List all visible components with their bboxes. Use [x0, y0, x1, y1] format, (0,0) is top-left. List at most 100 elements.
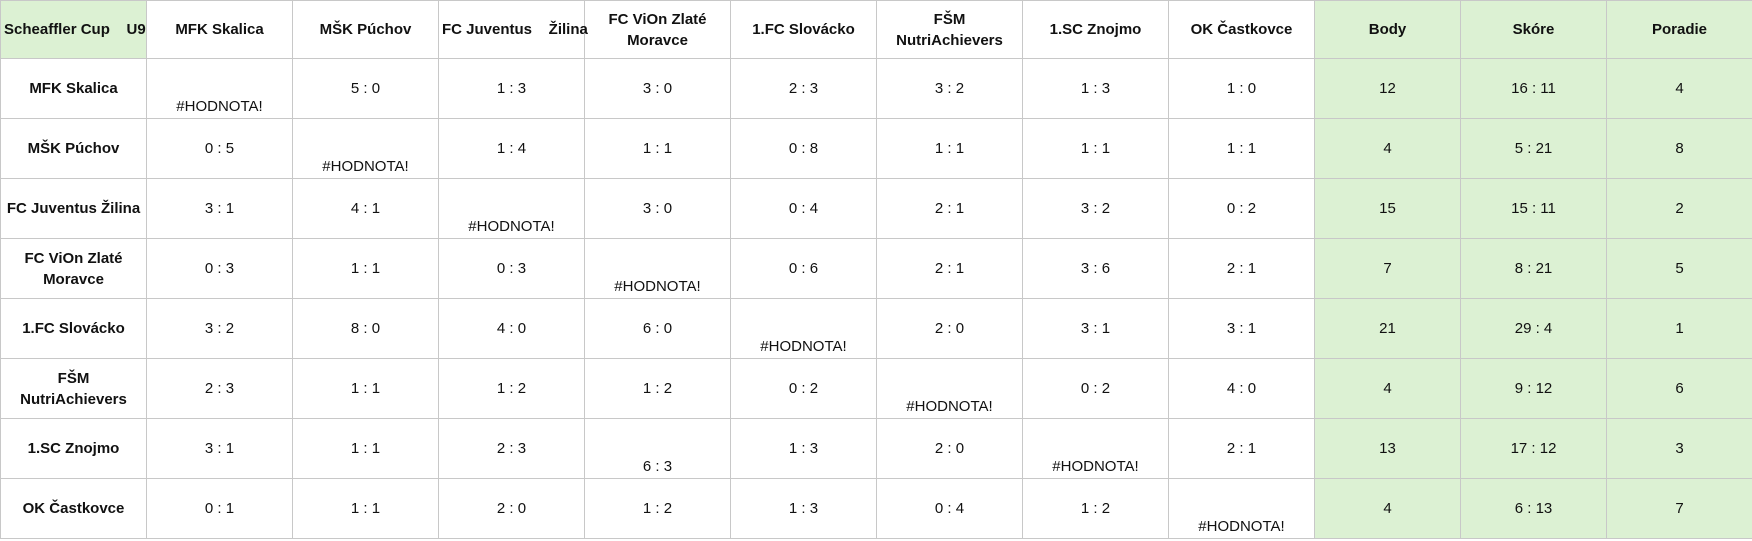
cell: 0 : 4	[876, 478, 1023, 539]
cell: #HODNOTA!	[438, 178, 585, 239]
cell: 0 : 3	[438, 238, 585, 299]
cell: 1 : 1	[876, 118, 1023, 179]
cell: 5	[1606, 238, 1752, 299]
team-name: MŠK Púchov	[0, 118, 147, 179]
cell: 3 : 0	[584, 58, 731, 119]
cell: #HODNOTA!	[876, 358, 1023, 419]
cell: 2 : 0	[876, 298, 1023, 359]
cell: 1 : 3	[438, 58, 585, 119]
cell: 8 : 21	[1460, 238, 1607, 299]
cell: 16 : 11	[1460, 58, 1607, 119]
cell: #HODNOTA!	[584, 238, 731, 299]
cell: 5 : 0	[292, 58, 439, 119]
cell: 8	[1606, 118, 1752, 179]
cell: 6 : 0	[584, 298, 731, 359]
cell: #HODNOTA!	[1022, 418, 1169, 479]
cell: 3 : 1	[146, 418, 293, 479]
header-row: Scheaffler Cup U9 MFK Skalica MŠK Púchov FC…	[0, 0, 1752, 59]
cell: 2 : 3	[730, 58, 877, 119]
team-name: FŠM NutriAchievers	[0, 358, 147, 419]
cell: 2 : 0	[876, 418, 1023, 479]
header-cell: FŠM NutriAchievers	[876, 0, 1023, 59]
cell: 1 : 1	[292, 358, 439, 419]
cell: 6 : 3	[584, 418, 731, 479]
cell: 3 : 2	[146, 298, 293, 359]
cell: 17 : 12	[1460, 418, 1607, 479]
cell: 1 : 3	[730, 418, 877, 479]
cell: 15	[1314, 178, 1461, 239]
cell: 3 : 6	[1022, 238, 1169, 299]
cell: 7	[1606, 478, 1752, 539]
cell: 0 : 6	[730, 238, 877, 299]
cell: 4 : 0	[1168, 358, 1315, 419]
cell: 4	[1606, 58, 1752, 119]
cell: 3 : 1	[1022, 298, 1169, 359]
team-name: 1.FC Slovácko	[0, 298, 147, 359]
cell: 1 : 2	[438, 358, 585, 419]
cell: 0 : 1	[146, 478, 293, 539]
cell: 9 : 12	[1460, 358, 1607, 419]
cell: 1 : 3	[1022, 58, 1169, 119]
cell: 2 : 3	[146, 358, 293, 419]
cell: 4	[1314, 478, 1461, 539]
cell: 1 : 2	[1022, 478, 1169, 539]
header-cell: 1.FC Slovácko	[730, 0, 877, 59]
header-cell: MŠK Púchov	[292, 0, 439, 59]
cell: 1 : 1	[584, 118, 731, 179]
header-cell: FC ViOn Zlaté Moravce	[584, 0, 731, 59]
cell: 3 : 2	[1022, 178, 1169, 239]
cell: 12	[1314, 58, 1461, 119]
cell: 1 : 2	[584, 478, 731, 539]
cell: #HODNOTA!	[292, 118, 439, 179]
header-cell: Scheaffler Cup U9	[0, 0, 147, 59]
cell: 4 : 0	[438, 298, 585, 359]
cell: 1 : 1	[1022, 118, 1169, 179]
header-cell: Poradie	[1606, 0, 1752, 59]
cell: 5 : 21	[1460, 118, 1607, 179]
cell: #HODNOTA!	[1168, 478, 1315, 539]
cell: 1 : 4	[438, 118, 585, 179]
cell: 1	[1606, 298, 1752, 359]
cell: 0 : 3	[146, 238, 293, 299]
cell: 3 : 1	[1168, 298, 1315, 359]
team-name: FC ViOn Zlaté Moravce	[0, 238, 147, 299]
header-cell: Skóre	[1460, 0, 1607, 59]
team-name: OK Častkovce	[0, 478, 147, 539]
cell: 1 : 3	[730, 478, 877, 539]
header-cell: FC Juventus Žilina	[438, 0, 588, 59]
cell: 6 : 13	[1460, 478, 1607, 539]
cell: 13	[1314, 418, 1461, 479]
cell: 1 : 1	[292, 418, 439, 479]
cell: 15 : 11	[1460, 178, 1607, 239]
team-name: FC Juventus Žilina	[0, 178, 147, 239]
cell: 4	[1314, 118, 1461, 179]
cell: 1 : 1	[292, 238, 439, 299]
cell: 6	[1606, 358, 1752, 419]
header-cell: 1.SC Znojmo	[1022, 0, 1169, 59]
cell: 1 : 2	[584, 358, 731, 419]
cell: 0 : 2	[730, 358, 877, 419]
cell: 2 : 1	[1168, 238, 1315, 299]
header-cell: Body	[1314, 0, 1461, 59]
cell: 0 : 5	[146, 118, 293, 179]
cell: 3 : 2	[876, 58, 1023, 119]
header-cell: MFK Skalica	[146, 0, 293, 59]
cell: 2 : 3	[438, 418, 585, 479]
cell: 4	[1314, 358, 1461, 419]
cell: 0 : 2	[1168, 178, 1315, 239]
cell: 1 : 1	[292, 478, 439, 539]
team-name: 1.SC Znojmo	[0, 418, 147, 479]
cell: 2 : 0	[438, 478, 585, 539]
cell: #HODNOTA!	[730, 298, 877, 359]
team-name: MFK Skalica	[0, 58, 147, 119]
cell: 3 : 0	[584, 178, 731, 239]
cell: 3 : 1	[146, 178, 293, 239]
